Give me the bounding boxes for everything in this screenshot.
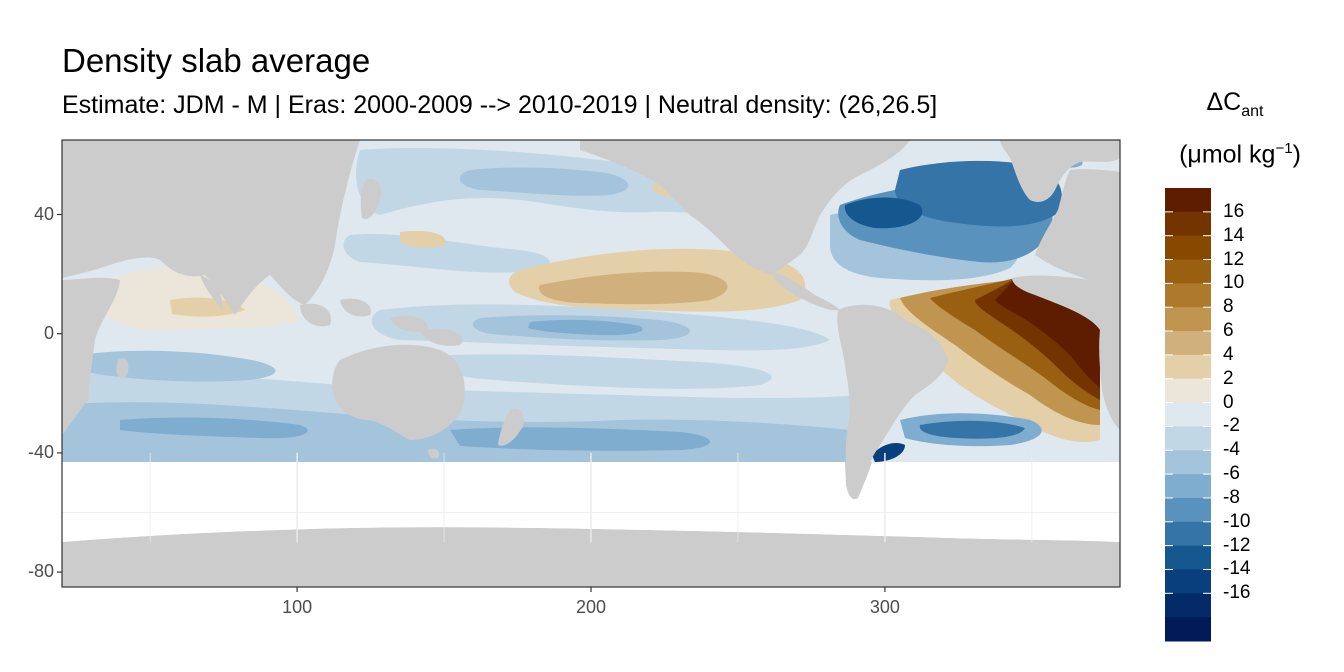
land-australia (332, 344, 465, 440)
land-tasmania (428, 448, 440, 459)
land-africa-east (1012, 275, 1120, 430)
legend-swatch (1165, 235, 1211, 261)
legend-label: 6 (1223, 320, 1234, 342)
land-europe (1035, 169, 1120, 290)
land (62, 140, 1120, 587)
ocean-eqpac-blue4 (440, 354, 772, 389)
legend-units-sup: −1 (1275, 140, 1293, 157)
legend-colorbar (1165, 188, 1211, 642)
x-tick-label: 200 (575, 597, 607, 617)
legend-title-main: ΔC (1206, 88, 1242, 116)
legend-swatch (1165, 521, 1211, 547)
y-tick-label: -40 (27, 441, 54, 462)
legend-label: 4 (1223, 343, 1234, 365)
ocean-south-blue3 (120, 417, 308, 439)
land-indonesia3 (390, 315, 429, 332)
ocean-satl-deepblue (872, 443, 905, 462)
legend-swatch (1165, 331, 1211, 356)
legend-label: -12 (1223, 534, 1251, 556)
legend-label: 0 (1223, 391, 1234, 413)
land-namerica (580, 140, 910, 275)
gridlines-nodata (62, 452, 1120, 543)
legend-swatch (1165, 593, 1211, 618)
chart-title: Density slab average (62, 42, 371, 79)
legend-swatch (1165, 307, 1211, 332)
legend-swatch (1165, 617, 1211, 642)
ocean-npac-tan2 (539, 271, 728, 305)
legend-label: 14 (1223, 224, 1245, 246)
land-greenland (1000, 140, 1120, 202)
land-samerica (837, 304, 948, 496)
ocean-npac-blue3 (343, 233, 550, 273)
legend-label: -14 (1223, 558, 1251, 580)
land-camerica (770, 270, 840, 311)
ocean-indian-tan2 (170, 297, 245, 317)
legend-label: -4 (1223, 439, 1240, 461)
legend-swatch (1165, 259, 1211, 284)
legend-label: 2 (1223, 367, 1234, 389)
legend-title: ΔCant (1170, 88, 1300, 121)
legend-label: -10 (1223, 510, 1251, 532)
land-japan (360, 178, 382, 220)
legend-swatch (1165, 354, 1211, 380)
ocean-eqpac-blue3 (528, 319, 643, 336)
legend-units: (μmol kg−1) (1160, 140, 1320, 169)
ocean-natl-blue4 (844, 197, 923, 229)
legend-label: 8 (1223, 296, 1234, 318)
legend-swatch (1165, 402, 1211, 427)
land-madagascar (116, 358, 129, 379)
legend-label: 12 (1223, 248, 1245, 270)
land-india (200, 275, 223, 310)
legend-swatch (1165, 545, 1211, 570)
legend-swatch (1165, 188, 1211, 213)
legend-title-sub: ant (1241, 103, 1264, 120)
legend-label: -8 (1223, 486, 1240, 508)
legend-swatch (1165, 474, 1211, 499)
land-indonesia2 (340, 298, 371, 317)
legend-units-end: ) (1292, 140, 1301, 169)
land-antarctica (62, 527, 1120, 587)
legend-label: 16 (1223, 200, 1245, 222)
legend-swatch (1165, 283, 1211, 308)
legend-units-main: (μmol kg (1179, 140, 1276, 169)
legend-label: -2 (1223, 415, 1240, 437)
legend-label: -6 (1223, 463, 1240, 485)
legend-swatch (1165, 426, 1211, 451)
legend-swatch (1165, 497, 1211, 523)
y-tick-label: -80 (27, 561, 54, 582)
ocean-npac-tan3 (400, 230, 446, 248)
ocean-indian-blue (80, 350, 276, 382)
y-tick-label: 40 (33, 203, 54, 224)
x-tick-label: 300 (869, 597, 900, 617)
legend-label: -16 (1223, 582, 1251, 604)
land-eurasia (62, 140, 360, 315)
legend-swatch (1165, 378, 1211, 404)
ocean-satl-blue2 (919, 420, 1025, 439)
x-tick-label: 100 (282, 597, 313, 617)
land-nz (498, 408, 525, 446)
legend-swatch (1165, 211, 1211, 237)
ocean-npac-blue2 (459, 167, 629, 196)
legend-label: 10 (1223, 272, 1245, 294)
chart-subtitle: Estimate: JDM - M | Eras: 2000-2009 --> … (62, 91, 938, 119)
land-africa (62, 277, 120, 435)
land-samerica-tip (845, 462, 872, 500)
legend-swatch (1165, 569, 1211, 594)
legend-swatch (1165, 450, 1211, 475)
land-indonesia1 (300, 303, 331, 327)
y-tick-label: 0 (43, 322, 54, 343)
land-png (420, 328, 463, 346)
